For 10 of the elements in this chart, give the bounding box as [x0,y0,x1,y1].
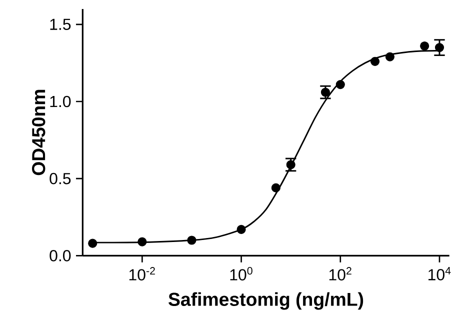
x-axis-title: Safimestomig (ng/mL) [168,292,364,310]
x-tick-label: 10$^{4}$ [428,267,451,280]
y-tick-label: 0.5 [50,172,71,184]
x-tick-label: 10$^{-2}$ [129,267,155,280]
y-tick-label: 0.0 [50,250,71,262]
x-tick-label: 10$^{0}$ [230,267,252,280]
y-axis-title: OD450nm [32,90,46,176]
y-tick-label: 1.5 [50,18,71,30]
y-tick-label: 1.0 [50,96,71,108]
x-tick-label: 10$^{2}$ [329,267,352,280]
